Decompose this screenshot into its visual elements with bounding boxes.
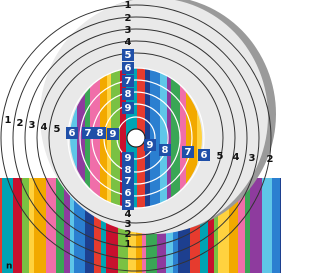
ring-number: 6 xyxy=(125,188,132,199)
ring-number: 7 xyxy=(125,76,132,87)
ring-number: 4 xyxy=(41,122,48,133)
ring-number: 5 xyxy=(54,124,61,135)
ring-number: 9 xyxy=(125,103,132,114)
ring-number: 6 xyxy=(201,150,208,161)
ring-number: 1 xyxy=(125,0,132,11)
ring-number: 3 xyxy=(29,120,36,131)
ring-number: 7 xyxy=(125,176,132,187)
ring-number: 3 xyxy=(125,25,132,36)
ring-number: 2 xyxy=(267,154,274,165)
ring-number: 7 xyxy=(185,147,192,158)
ring-number: 3 xyxy=(249,153,256,164)
ring-number: 6 xyxy=(125,63,132,74)
stripe xyxy=(13,178,22,273)
ring-number: 2 xyxy=(17,118,24,129)
stripe xyxy=(2,178,13,273)
ring-number: 9 xyxy=(125,153,132,164)
ring-number: 9 xyxy=(147,140,154,151)
stripe xyxy=(29,178,34,273)
stripe xyxy=(160,60,167,220)
ring-number: 8 xyxy=(125,165,132,176)
ring-number: 2 xyxy=(125,13,132,24)
ring-number: 4 xyxy=(125,37,132,48)
ring-number: 8 xyxy=(162,145,169,156)
stripe xyxy=(0,178,2,273)
ring-number: 1 xyxy=(5,115,12,126)
ring-number: 8 xyxy=(97,128,104,139)
ring-number: 5 xyxy=(125,50,132,61)
stripe xyxy=(272,178,280,273)
bullseye xyxy=(127,129,145,147)
ring-number: 4 xyxy=(233,152,240,163)
ring-number: 1 xyxy=(125,239,132,250)
ring-number: 8 xyxy=(125,89,132,100)
caption: n xyxy=(6,262,12,272)
ring-number: 9 xyxy=(110,129,117,140)
stripe xyxy=(56,178,64,273)
stripe xyxy=(250,178,262,273)
stripe xyxy=(280,178,281,273)
ring-number: 5 xyxy=(217,151,224,162)
ring-number: 6 xyxy=(69,128,76,139)
ring-number: 7 xyxy=(85,128,92,139)
stripe xyxy=(262,178,272,273)
